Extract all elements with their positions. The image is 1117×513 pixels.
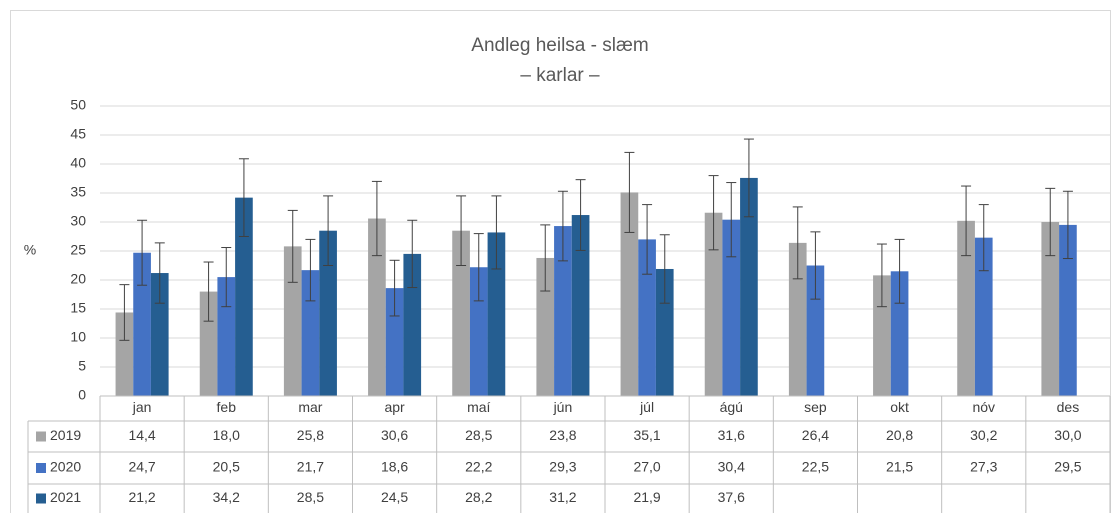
bar [571, 215, 590, 396]
x-tick-label: mar [298, 399, 322, 415]
legend-swatch [36, 463, 46, 473]
bar [655, 268, 674, 396]
table-cell: 31,2 [549, 489, 576, 505]
chart-title: Andleg heilsa - slæm [471, 35, 648, 56]
y-tick-label: 45 [70, 126, 86, 142]
x-tick-label: nóv [972, 399, 995, 415]
bar [974, 237, 993, 396]
table-cell: 28,2 [465, 489, 492, 505]
x-tick-label: maí [467, 399, 490, 415]
table-cell: 37,6 [718, 489, 745, 505]
y-tick-label: 15 [70, 300, 86, 316]
table-cell: 24,5 [381, 489, 408, 505]
chart-subtitle: – karlar – [520, 65, 600, 86]
y-tick-label: 5 [78, 358, 86, 374]
table-cell: 34,2 [213, 489, 240, 505]
x-tick-label: apr [384, 399, 405, 415]
table-cell: 20,8 [886, 427, 913, 443]
y-axis-label: % [24, 242, 36, 258]
table-cell: 29,3 [549, 459, 576, 475]
bar [368, 218, 386, 396]
table-cell: 22,5 [802, 459, 829, 475]
table-cell: 21,9 [633, 489, 660, 505]
legend-label: 2021 [50, 489, 81, 505]
table-cell: 21,5 [886, 459, 913, 475]
y-tick-label: 40 [70, 155, 86, 171]
bar [319, 230, 337, 396]
table-cell: 20,5 [213, 459, 240, 475]
y-tick-label: 20 [70, 271, 86, 287]
bar [115, 312, 134, 396]
y-tick-label: 35 [70, 184, 86, 200]
table-cell: 28,5 [465, 427, 492, 443]
bar [740, 177, 758, 396]
y-tick-label: 50 [70, 97, 86, 113]
bar [554, 226, 572, 396]
table-cell: 23,8 [549, 427, 576, 443]
table-cell: 30,4 [718, 459, 745, 475]
table-cell: 27,3 [970, 459, 997, 475]
legend-swatch [36, 431, 46, 442]
x-tick-label: jan [132, 399, 152, 415]
x-tick-label: ágú [720, 399, 743, 415]
x-tick-label: júl [639, 399, 654, 415]
bar [957, 220, 975, 396]
table-cell: 22,2 [465, 459, 492, 475]
bar [199, 291, 218, 396]
x-tick-label: okt [890, 399, 909, 415]
bar [452, 230, 470, 396]
bar [1059, 224, 1077, 396]
legend-label: 2019 [50, 427, 81, 443]
bar [133, 252, 151, 396]
bar [385, 288, 404, 396]
bar [301, 270, 320, 396]
bar [890, 271, 909, 396]
table-cell: 28,5 [297, 489, 324, 505]
bar [873, 275, 891, 396]
table-cell: 14,4 [128, 427, 155, 443]
table-cell: 18,0 [213, 427, 240, 443]
table-cell: 29,5 [1054, 459, 1081, 475]
table-cell: 18,6 [381, 459, 408, 475]
bar [722, 219, 741, 396]
bar [487, 232, 506, 396]
table-cell: 25,8 [297, 427, 324, 443]
table-cell: 24,7 [128, 459, 155, 475]
table-cell: 30,0 [1054, 427, 1081, 443]
table-cell: 30,6 [381, 427, 408, 443]
bar [806, 265, 825, 396]
x-tick-label: feb [217, 399, 237, 415]
y-tick-label: 0 [78, 387, 86, 403]
x-tick-label: des [1057, 399, 1080, 415]
table-cell: 27,0 [633, 459, 660, 475]
bar [150, 273, 169, 396]
table-cell: 21,7 [297, 459, 324, 475]
bar [235, 197, 253, 396]
bar [469, 267, 488, 396]
table-cell: 21,2 [128, 489, 155, 505]
chart-border [10, 10, 1111, 513]
bar [788, 242, 807, 396]
bar [536, 257, 555, 396]
table-cell: 26,4 [802, 427, 829, 443]
y-tick-label: 30 [70, 213, 86, 229]
bar [283, 246, 302, 396]
legend-swatch [36, 493, 46, 504]
x-tick-label: sep [804, 399, 827, 415]
table-cell: 35,1 [633, 427, 660, 443]
y-tick-label: 25 [70, 242, 86, 258]
x-tick-label: jún [553, 399, 573, 415]
table-cell: 30,2 [970, 427, 997, 443]
legend-label: 2020 [50, 459, 81, 475]
bar [1041, 222, 1060, 396]
table-cell: 31,6 [718, 427, 745, 443]
bar [638, 239, 656, 396]
bar [704, 212, 723, 396]
bar [403, 253, 422, 396]
bar [620, 192, 639, 396]
y-tick-label: 10 [70, 329, 86, 345]
